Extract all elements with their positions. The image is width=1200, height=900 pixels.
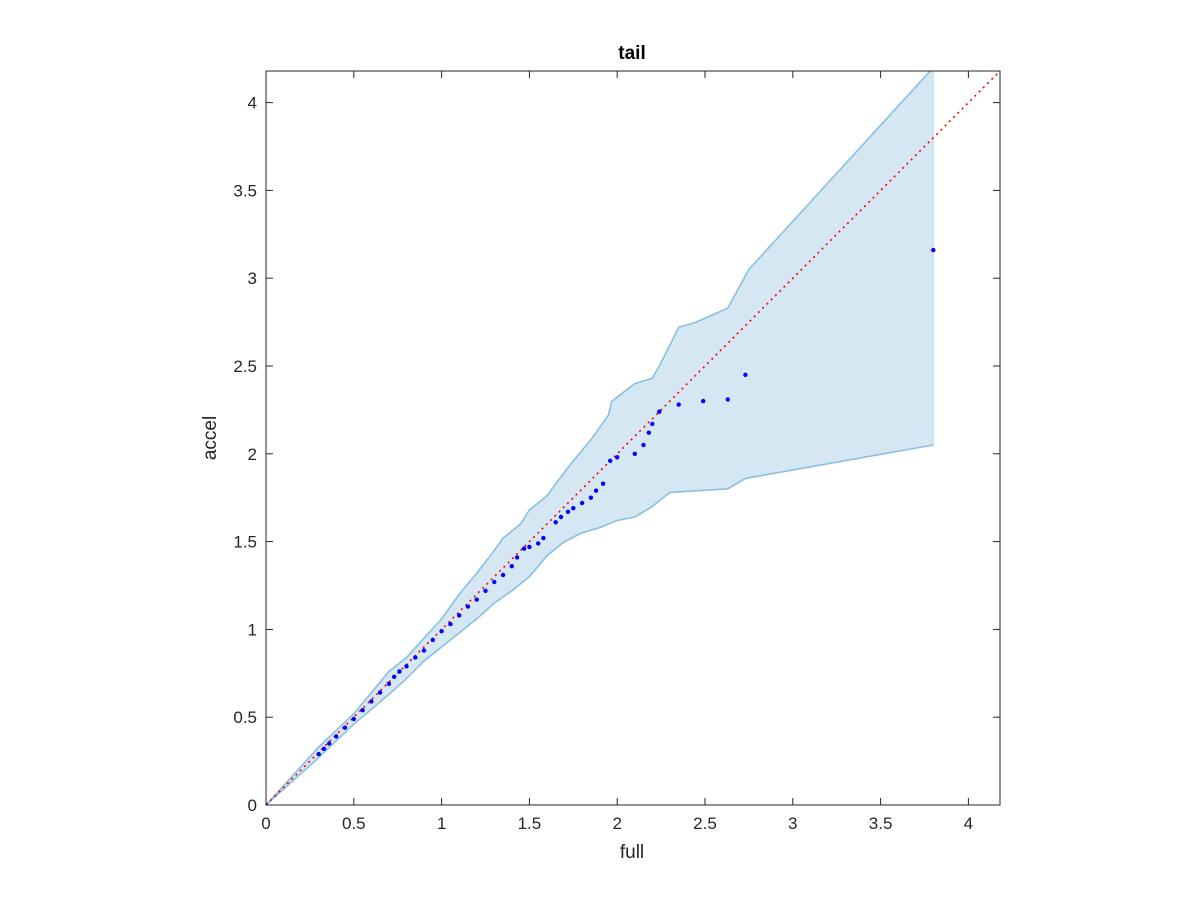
data-point [641, 442, 646, 448]
y-tick-label: 2.5 [233, 357, 257, 376]
data-point [743, 372, 748, 377]
axes: 0 0.5 1 1.5 2 2.5 3 3.5 4 0 0.5 1 1.5 2 2.5 3 3.5 4 [233, 70, 1001, 833]
data-point [483, 588, 488, 593]
data-point [266, 802, 269, 805]
data-point [397, 669, 402, 674]
data-point [931, 247, 936, 253]
data-point [377, 690, 383, 695]
data-point [369, 699, 374, 704]
data-point [360, 708, 365, 713]
data-point [457, 613, 462, 618]
data-point [701, 398, 706, 404]
x-tick-label: 2 [612, 814, 621, 833]
data-point [316, 751, 321, 757]
x-axis-label: full [620, 842, 644, 863]
data-point [553, 520, 558, 525]
x-tick-label: 0.5 [342, 814, 366, 833]
y-tick-label: 3 [248, 269, 257, 288]
data-point [448, 621, 453, 627]
data-point [608, 458, 613, 463]
chart-title: tail [618, 43, 645, 64]
data-point [392, 674, 397, 679]
data-point [492, 579, 497, 585]
data-point [474, 597, 479, 602]
data-point [404, 664, 409, 669]
data-point [386, 681, 392, 686]
data-point [527, 544, 532, 550]
data-point [327, 741, 332, 746]
y-tick-label: 3.5 [233, 181, 257, 200]
data-point [579, 500, 585, 506]
reference-line [266, 71, 1000, 805]
y-tick-label: 4 [248, 94, 257, 113]
data-point [465, 604, 471, 609]
band-upper-edge [266, 71, 932, 805]
plot-area [266, 71, 1000, 805]
data-point [321, 746, 327, 751]
data-point [342, 725, 348, 730]
data-point [536, 541, 541, 546]
plot-clip-group [266, 71, 1000, 805]
data-point [565, 509, 571, 514]
data-point [541, 535, 546, 541]
data-point [521, 546, 527, 551]
data-point [650, 421, 655, 427]
data-point [514, 555, 520, 560]
x-tick-label: 1.5 [518, 814, 542, 833]
data-point [571, 506, 576, 511]
x-tick-label: 3 [788, 814, 797, 833]
y-tick-label: 1.5 [233, 533, 257, 552]
data-point [657, 409, 662, 414]
data-point [430, 637, 435, 643]
band-lower-edge [266, 444, 934, 805]
data-point [421, 648, 427, 653]
data-point [593, 488, 599, 493]
data-point [676, 402, 681, 407]
data-point [509, 564, 514, 569]
y-tick-label: 2 [248, 445, 257, 464]
data-point [351, 716, 356, 722]
data-point [558, 514, 564, 520]
y-tick-label: 0.5 [233, 708, 257, 727]
data-point [646, 430, 651, 435]
data-point [632, 451, 637, 456]
data-point [588, 495, 594, 500]
data-point [439, 629, 444, 634]
x-tick-label: 4 [964, 814, 973, 833]
y-tick-label: 0 [248, 796, 257, 815]
x-tick-label: 1 [437, 814, 446, 833]
y-axis-label: accel [200, 416, 221, 460]
data-point [500, 572, 506, 578]
data-point [334, 734, 339, 739]
data-point [615, 455, 620, 460]
series-0 [266, 247, 936, 805]
axes-box [265, 70, 1001, 806]
data-point [413, 655, 418, 660]
confidence-band [266, 71, 934, 805]
data-point [600, 481, 606, 486]
y-tick-label: 1 [248, 620, 257, 639]
data-point [725, 397, 730, 402]
x-tick-label: 3.5 [869, 814, 893, 833]
x-tick-label: 2.5 [693, 814, 717, 833]
x-tick-label: 0 [261, 814, 270, 833]
